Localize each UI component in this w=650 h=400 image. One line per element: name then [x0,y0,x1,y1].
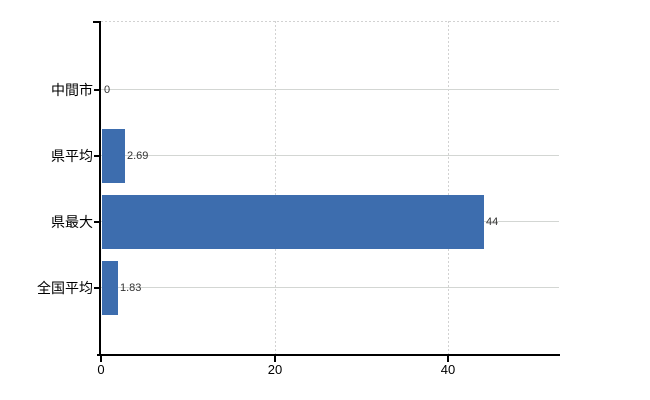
gridline-h [101,89,559,90]
bar-value-label: 44 [486,216,499,228]
plot-top-border [101,21,559,22]
y-axis-end-tick [93,21,101,23]
bar [102,261,118,315]
bar-value-label: 2.69 [127,150,149,162]
bar [102,129,125,183]
category-label: 中間市 [51,82,93,98]
y-axis-line [99,21,101,356]
x-tick [447,354,449,362]
x-tick [274,354,276,362]
y-tick [94,155,101,157]
x-axis-line [97,354,560,356]
category-label: 県平均 [51,148,93,164]
bar [102,195,484,249]
category-label: 県最大 [51,214,93,230]
bar-value-label: 0 [104,84,111,96]
y-tick [94,89,101,91]
x-tick-label: 0 [97,362,105,377]
gridline-v [275,21,276,354]
gridline-h [101,155,559,156]
category-label: 全国平均 [37,280,93,296]
gridline-h [101,287,559,288]
y-tick [94,221,101,223]
bar-value-label: 1.83 [120,282,142,294]
x-tick-label: 20 [267,362,283,377]
x-tick [100,354,102,362]
gridline-v [448,21,449,354]
y-tick [94,287,101,289]
x-tick-label: 40 [440,362,456,377]
